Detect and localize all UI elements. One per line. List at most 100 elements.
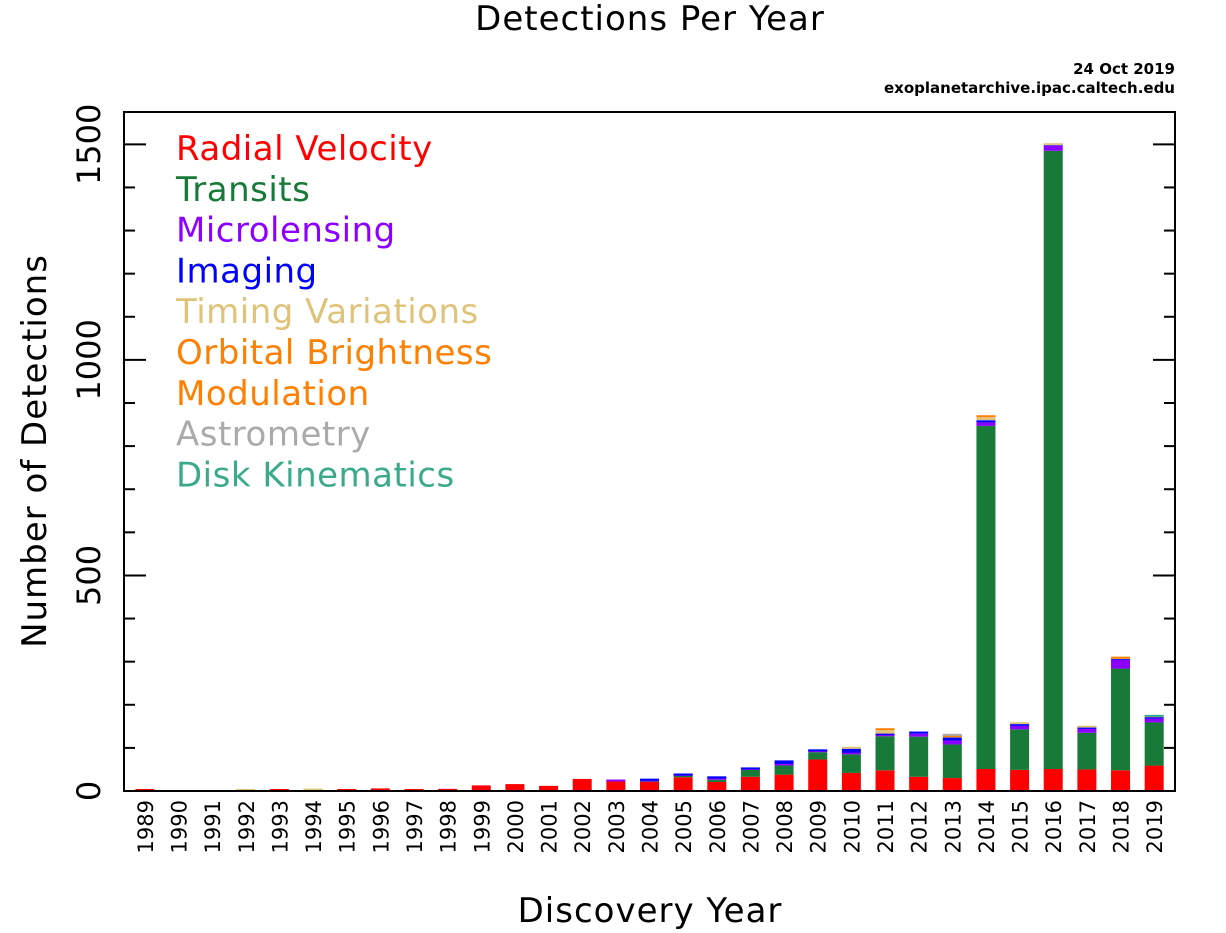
x-tick-label: 2000 xyxy=(504,800,528,853)
bar-segment xyxy=(673,775,693,778)
legend-entry: Microlensing xyxy=(176,211,396,251)
bar-segment xyxy=(976,425,996,770)
bar-segment xyxy=(976,420,996,423)
x-tick-label: 1998 xyxy=(437,800,461,853)
bar-segment xyxy=(1043,150,1063,770)
credit-date: 24 Oct 2019 xyxy=(1073,60,1175,78)
bar-segment xyxy=(707,781,727,791)
y-tick-label: 500 xyxy=(70,545,108,606)
bar-segment xyxy=(1043,145,1063,151)
bar-segment xyxy=(707,779,727,782)
bar-segment xyxy=(606,781,626,791)
x-tick-label: 1997 xyxy=(403,800,427,853)
bar-segment xyxy=(976,415,996,418)
bar-segment xyxy=(909,776,929,791)
bar-segment xyxy=(606,779,626,782)
y-tick-label: 1000 xyxy=(70,319,108,400)
bar-segment xyxy=(1010,723,1030,726)
legend-entry: Orbital Brightness xyxy=(176,333,492,373)
legend-entry: Astrometry xyxy=(176,415,371,455)
bar-segment xyxy=(1010,722,1030,725)
x-tick-label: 1992 xyxy=(235,800,259,853)
bar-segment xyxy=(942,740,962,745)
bar-segment xyxy=(438,788,458,791)
x-tick-label: 2016 xyxy=(1042,800,1066,853)
bar-segment xyxy=(1077,732,1097,770)
bar-segment xyxy=(707,776,727,779)
x-axis-title: Discovery Year xyxy=(518,891,783,931)
x-tick-label: 2019 xyxy=(1143,800,1167,853)
x-tick-label: 2005 xyxy=(672,800,696,853)
x-tick-label: 2013 xyxy=(941,800,965,853)
bar-segment xyxy=(976,417,996,421)
bar-segment xyxy=(370,788,390,791)
x-tick-label: 2011 xyxy=(874,800,898,853)
x-tick-label: 2010 xyxy=(840,800,864,853)
x-tick-label: 1994 xyxy=(302,800,326,853)
bar-segment xyxy=(707,777,727,780)
bar-segment xyxy=(740,767,760,770)
bar-segment xyxy=(1111,770,1131,791)
x-tick-label: 2001 xyxy=(538,800,562,853)
y-tick-label: 0 xyxy=(70,781,108,801)
bar-segment xyxy=(875,728,895,731)
bar-segment xyxy=(471,785,491,791)
bar-segment xyxy=(841,746,861,749)
legend-entry: Modulation xyxy=(176,374,370,414)
legend-entry: Imaging xyxy=(176,251,318,291)
bar-segment xyxy=(942,744,962,779)
x-tick-label: 1999 xyxy=(470,800,494,853)
bar-segment xyxy=(1111,656,1131,659)
x-tick-label: 1991 xyxy=(201,800,225,853)
bar-segment xyxy=(640,778,659,781)
x-tick-label: 1990 xyxy=(167,800,191,853)
bar-segment xyxy=(909,736,929,777)
y-tick-label: 1500 xyxy=(70,104,108,185)
bar-segment xyxy=(841,754,861,773)
x-tick-label: 2004 xyxy=(639,800,663,853)
legend-entry: Radial Velocity xyxy=(176,129,433,169)
x-tick-label: 2018 xyxy=(1110,800,1134,853)
bar-segment xyxy=(539,785,559,791)
bar-segment xyxy=(875,732,895,735)
legend-entry: Timing Variations xyxy=(175,292,479,332)
x-tick-label: 2015 xyxy=(1009,800,1033,853)
x-tick-label: 2003 xyxy=(605,800,629,853)
bar-segment xyxy=(841,748,861,753)
x-tick-label: 2007 xyxy=(739,800,763,853)
bar-segment xyxy=(875,734,895,737)
x-tick-label: 2002 xyxy=(571,800,595,853)
bars xyxy=(135,143,1164,791)
x-tick-label: 2006 xyxy=(706,800,730,853)
bar-segment xyxy=(1010,729,1030,770)
bar-segment xyxy=(909,731,929,734)
bar-segment xyxy=(1077,725,1097,728)
bar-segment xyxy=(1077,726,1097,729)
credit-source: exoplanetarchive.ipac.caltech.edu xyxy=(884,79,1175,97)
x-tick-label: 1995 xyxy=(336,800,360,853)
plot-frame xyxy=(123,111,1176,792)
y-axis-title: Number of Detections xyxy=(15,254,55,648)
bar-segment xyxy=(673,777,693,791)
bar-segment xyxy=(1043,769,1063,791)
bar-segment xyxy=(808,749,828,752)
x-tick-label: 2014 xyxy=(975,800,999,853)
x-tick-label: 1993 xyxy=(268,800,292,853)
x-tick-label: 1996 xyxy=(369,800,393,853)
x-tick-label: 2017 xyxy=(1076,800,1100,853)
bar-segment xyxy=(1144,765,1164,791)
bar-segment xyxy=(942,735,962,738)
x-tick-label: 2009 xyxy=(807,800,831,853)
x-tick-label: 2008 xyxy=(773,800,797,853)
x-tick-label: 1989 xyxy=(134,800,158,853)
bar-segment xyxy=(505,784,525,791)
legend: Radial VelocityTransitsMicrolensingImagi… xyxy=(175,129,492,495)
axis-ticks xyxy=(124,143,1175,792)
bar-segment xyxy=(875,736,895,771)
x-tick-labels: 1989 1990 1991 1992 1993 1994 1995 1996 1997 1998… xyxy=(134,800,1167,853)
bar-segment xyxy=(774,765,794,775)
bar-segment xyxy=(942,737,962,741)
bar-segment xyxy=(808,752,828,760)
bar-segment xyxy=(740,776,760,791)
bar-segment xyxy=(942,733,962,736)
